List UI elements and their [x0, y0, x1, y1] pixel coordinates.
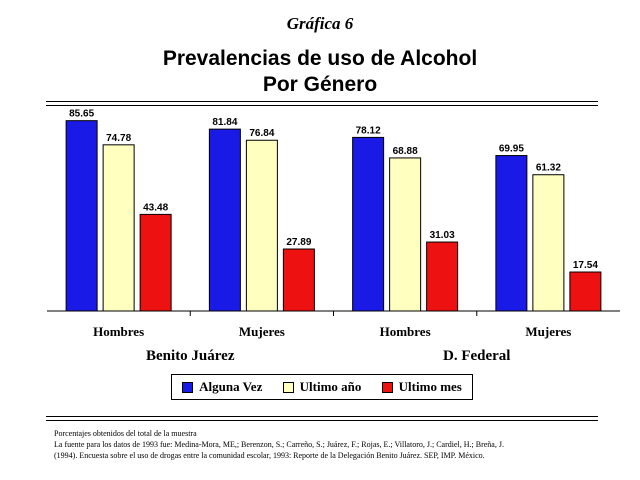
data-label-ultimo-ano-3: 68.88: [393, 146, 418, 157]
data-label-ultimo-ano-4: 61.32: [536, 163, 561, 174]
legend-swatch-ultimo-mes: [381, 381, 393, 393]
bar-ultimo-mes-4: [569, 271, 602, 312]
legend-item-alguna-vez: Alguna Vez: [182, 379, 262, 395]
bar-ultimo-ano-4: [532, 174, 565, 312]
bar-ultimo-mes-2: [282, 248, 315, 312]
data-label-ultimo-mes-3: 31.03: [430, 230, 455, 241]
legend-label-alguna-vez: Alguna Vez: [199, 379, 263, 394]
category-label-hombres-1: Hombres: [93, 324, 144, 339]
source-note-line-3: (1994). Encuesta sobre el uso de drogas …: [54, 451, 485, 460]
bottom-divider: [46, 416, 598, 421]
bar-ultimo-ano-3: [389, 157, 422, 312]
bar-ultimo-ano-2: [245, 139, 278, 312]
data-label-alguna-vez-1: 85.65: [69, 109, 94, 120]
bar-alguna-vez-2: [208, 128, 241, 312]
data-label-alguna-vez-4: 69.95: [499, 144, 524, 155]
chart-title-line-1: Prevalencias de uso de Alcohol: [162, 47, 478, 70]
legend-item-ultimo-ano: Ultimo año: [282, 379, 362, 395]
data-label-ultimo-mes-1: 43.48: [143, 202, 168, 213]
data-label-ultimo-ano-2: 76.84: [249, 128, 274, 139]
data-label-ultimo-mes-2: 27.89: [286, 237, 311, 248]
bar-ultimo-ano-1: [102, 144, 135, 312]
legend-item-ultimo-mes: Ultimo mes: [381, 379, 462, 395]
category-label-mujeres-4: Mujeres: [525, 324, 571, 339]
legend-label-ultimo-ano: Ultimo año: [299, 379, 362, 394]
data-label-ultimo-mes-4: 17.54: [573, 260, 598, 271]
legend-label-ultimo-mes: Ultimo mes: [398, 379, 462, 394]
chart-title-line-2: Por Género: [262, 73, 378, 96]
source-note-line-1: Porcentajes obtenidos del total de la mu…: [54, 429, 197, 438]
legend: Alguna Vez Ultimo año Ultimo mes: [171, 374, 473, 400]
bar-alguna-vez-4: [495, 155, 528, 312]
source-note: Porcentajes obtenidos del total de la mu…: [54, 428, 614, 461]
group-label-d-federal: D. Federal: [443, 348, 510, 364]
top-divider: [46, 101, 598, 106]
category-label-hombres-3: Hombres: [380, 324, 431, 339]
category-label-mujeres-2: Mujeres: [239, 324, 285, 339]
bar-alguna-vez-1: [65, 120, 98, 312]
legend-swatch-ultimo-ano: [282, 381, 294, 393]
data-label-alguna-vez-3: 78.12: [356, 125, 381, 136]
legend-swatch-alguna-vez: [182, 381, 194, 393]
figure-label: Gráfica 6: [286, 14, 354, 33]
bar-ultimo-mes-1: [139, 213, 172, 312]
source-note-line-2: La fuente para los datos de 1993 fue: Me…: [54, 440, 504, 449]
bar-alguna-vez-3: [352, 136, 385, 312]
chart-title: Prevalencias de uso de Alcohol Por Géner…: [0, 46, 640, 98]
data-label-alguna-vez-2: 81.84: [212, 117, 237, 128]
group-label-benito-juarez: Benito Juárez: [146, 348, 235, 364]
bar-ultimo-mes-3: [426, 241, 459, 312]
bar-chart: 85.65 74.78 43.48 Hombres 81.84 76.84 27.89 Muj…: [47, 109, 620, 364]
data-label-ultimo-ano-1: 74.78: [106, 133, 131, 144]
